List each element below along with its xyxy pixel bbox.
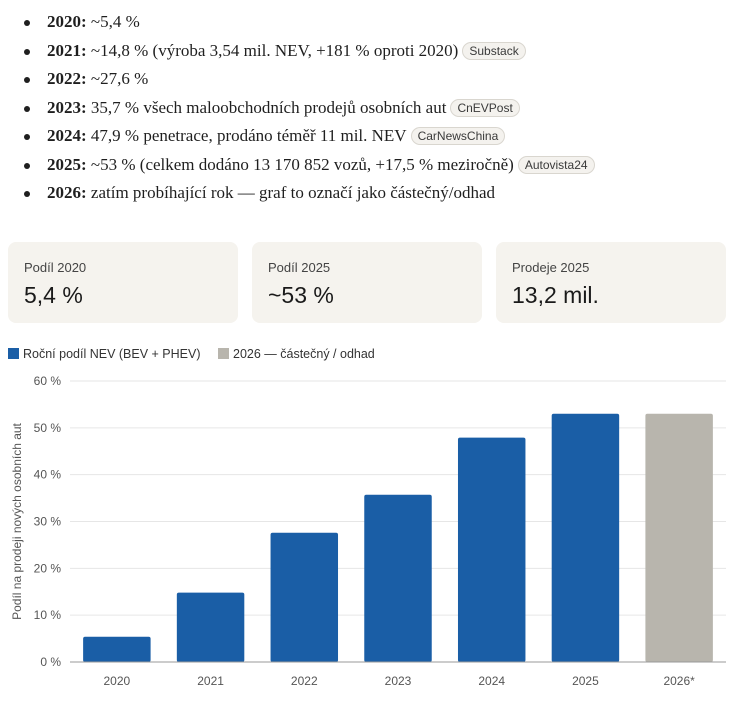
legend-item-estimate[interactable]: 2026 — částečný / odhad xyxy=(218,347,375,361)
stat-card-sales-2025: Prodeje 2025 13,2 mil. xyxy=(496,242,726,323)
source-chip-cnevpost[interactable]: CnEVPost xyxy=(450,98,520,117)
bar-2026-estimate xyxy=(645,413,713,662)
source-chip-carnewschina[interactable]: CarNewsChina xyxy=(410,127,506,145)
legend-item-actual[interactable]: Roční podíl NEV (BEV + PHEV) xyxy=(8,347,201,361)
bar-2025 xyxy=(551,413,620,662)
fact-year: 2022: xyxy=(47,69,87,88)
x-tick-label: 2023 xyxy=(385,674,412,688)
y-tick-label: 30 % xyxy=(34,515,62,529)
y-tick-label: 20 % xyxy=(34,561,62,575)
fact-item-2026: 2026: zatím probíhající rok — graf to oz… xyxy=(0,179,743,208)
y-tick-label: 10 % xyxy=(34,608,62,622)
fact-text: ~5,4 % xyxy=(86,12,140,31)
legend-swatch-actual xyxy=(8,348,19,359)
fact-item-2024: 2024: 47,9 % penetrace, prodáno téměř 11… xyxy=(0,122,743,151)
bar-2021 xyxy=(176,592,245,662)
fact-year: 2024: xyxy=(47,126,87,145)
fact-item-2021: 2021: ~14,8 % (výroba 3,54 mil. NEV, +18… xyxy=(0,37,743,66)
stat-label: Podíl 2020 xyxy=(24,260,87,275)
stat-value: 5,4 % xyxy=(24,282,83,308)
x-tick-label: 2024 xyxy=(478,674,505,688)
stat-label: Podíl 2025 xyxy=(268,260,331,275)
stat-card-share-2020: Podíl 2020 5,4 % xyxy=(8,242,238,323)
fact-item-2020: 2020: ~5,4 % xyxy=(0,8,743,37)
y-tick-label: 0 % xyxy=(40,655,61,669)
legend-swatch-estimate xyxy=(218,348,229,359)
fact-year: 2023: xyxy=(47,97,87,117)
fact-item-2025: 2025: ~53 % (celkem dodáno 13 170 852 vo… xyxy=(0,151,743,180)
stat-card-share-2025: Podíl 2025 ~53 % xyxy=(252,242,482,323)
bar-2020 xyxy=(83,636,151,662)
y-tick-label: 50 % xyxy=(34,421,62,435)
bar-2024 xyxy=(457,437,526,662)
source-chip-substack[interactable]: Substack xyxy=(462,41,526,60)
fact-text: ~27,6 % xyxy=(86,69,149,88)
bar-2022 xyxy=(270,532,339,662)
legend-label: Roční podíl NEV (BEV + PHEV) xyxy=(23,347,201,361)
x-tick-label: 2022 xyxy=(291,674,318,688)
y-tick-label: 40 % xyxy=(34,468,62,482)
chart-legend: Roční podíl NEV (BEV + PHEV) 2026 — část… xyxy=(8,347,389,363)
fact-text: zatím probíhající rok — graf to označí j… xyxy=(86,183,495,202)
fact-text: 47,9 % penetrace, prodáno téměř 11 mil. … xyxy=(86,126,407,145)
x-tick-label: 2020 xyxy=(104,674,131,688)
x-tick-label: 2025 xyxy=(572,674,599,688)
bar-2023 xyxy=(364,494,432,662)
stat-value: ~53 % xyxy=(268,282,334,308)
fact-year: 2020: xyxy=(47,12,87,31)
fact-year: 2026: xyxy=(47,183,87,202)
facts-list: 2020: ~5,4 % 2021: ~14,8 % (výroba 3,54 … xyxy=(0,8,743,208)
fact-item-2023: 2023: 35,7 % všech maloobchodních prodej… xyxy=(0,94,743,123)
nev-share-bar-chart: 0 % 10 % 20 % 30 % 40 % 50 % 60 % Podíl na prod… xyxy=(10,374,726,688)
fact-text: 35,7 % všech maloobchodních prodejů osob… xyxy=(86,97,447,117)
fact-year: 2025: xyxy=(47,154,87,174)
fact-year: 2021: xyxy=(47,40,87,60)
fact-text: ~53 % (celkem dodáno 13 170 852 vozů, +1… xyxy=(86,154,514,174)
y-tick-label: 60 % xyxy=(34,374,62,388)
y-axis-label: Podíl na prodeji nových osobních aut xyxy=(10,422,24,619)
source-chip-autovista24[interactable]: Autovista24 xyxy=(517,155,595,174)
stat-label: Prodeje 2025 xyxy=(512,260,590,275)
legend-label: 2026 — částečný / odhad xyxy=(233,347,375,361)
fact-item-2022: 2022: ~27,6 % xyxy=(0,65,743,94)
x-tick-label: 2026* xyxy=(663,674,695,688)
fact-text: ~14,8 % (výroba 3,54 mil. NEV, +181 % op… xyxy=(86,40,459,60)
stat-value: 13,2 mil. xyxy=(512,282,599,308)
x-tick-label: 2021 xyxy=(197,674,224,688)
